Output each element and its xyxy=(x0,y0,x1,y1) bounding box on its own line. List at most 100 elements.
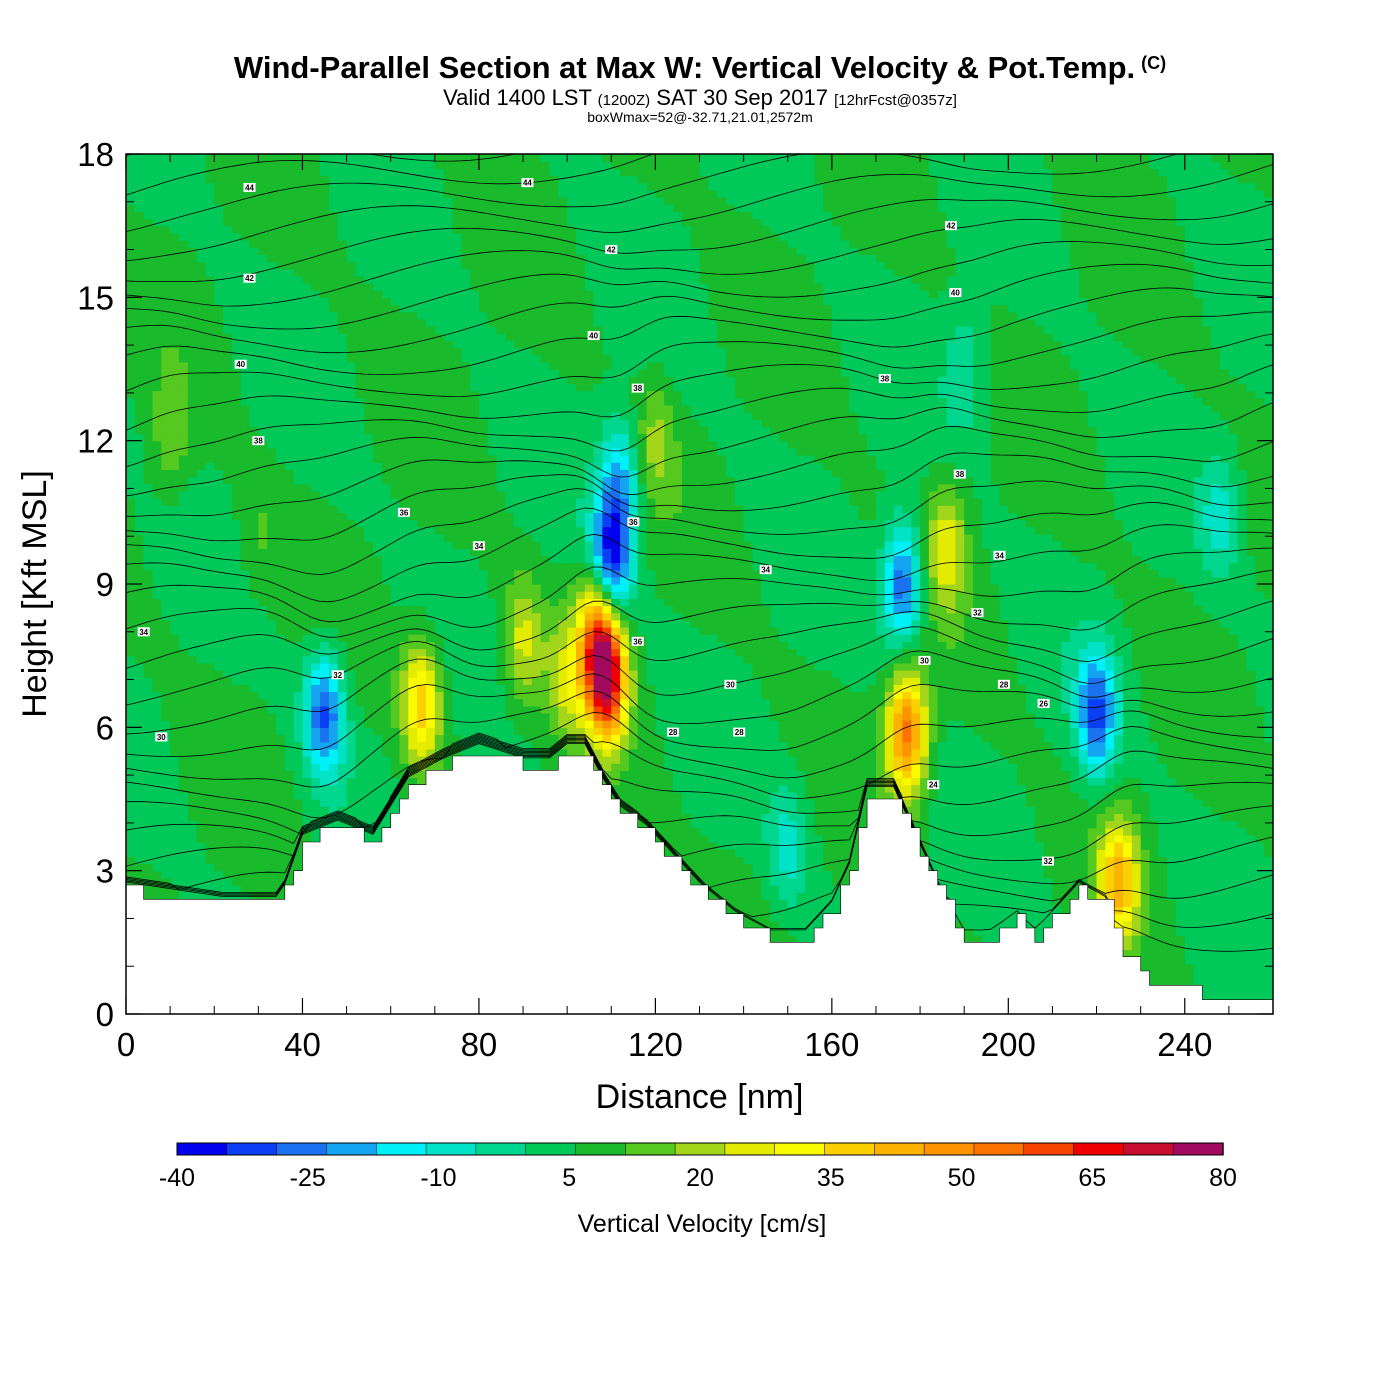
w-field-cell xyxy=(311,412,321,420)
w-field-cell xyxy=(470,605,480,614)
w-field-cell xyxy=(231,505,242,513)
w-field-cell xyxy=(143,863,153,872)
w-field-cell xyxy=(152,770,162,779)
w-field-cell xyxy=(337,490,348,499)
w-field-cell xyxy=(187,168,198,177)
w-field-cell xyxy=(284,455,295,463)
w-field-cell xyxy=(390,806,401,814)
w-field-cell xyxy=(426,548,436,556)
w-field-cell xyxy=(320,763,330,771)
w-field-cell xyxy=(126,347,136,356)
w-field-cell xyxy=(293,154,303,162)
w-field-cell xyxy=(417,390,427,399)
w-field-cell xyxy=(408,275,418,284)
w-field-cell xyxy=(240,748,251,757)
w-field-cell xyxy=(134,784,145,793)
w-field-cell xyxy=(126,261,136,270)
w-field-cell xyxy=(408,684,418,693)
w-field-cell xyxy=(337,705,348,714)
w-field-cell xyxy=(355,784,365,793)
w-field-cell xyxy=(328,741,339,750)
w-field-cell xyxy=(443,290,453,298)
w-field-cell xyxy=(320,662,330,671)
w-field-cell xyxy=(205,842,215,850)
w-field-cell xyxy=(487,591,498,599)
w-field-cell xyxy=(434,326,445,334)
w-field-cell xyxy=(337,440,348,449)
w-field-cell xyxy=(223,490,233,499)
w-field-cell xyxy=(302,619,312,628)
w-field-cell xyxy=(205,347,215,356)
w-field-cell xyxy=(231,698,242,707)
w-field-cell xyxy=(196,591,206,599)
w-field-cell xyxy=(311,827,321,836)
w-field-cell xyxy=(161,519,171,528)
w-field-cell xyxy=(434,197,445,205)
w-field-cell xyxy=(196,770,206,779)
w-field-cell xyxy=(320,261,330,270)
w-field-cell xyxy=(231,834,242,843)
w-field-cell xyxy=(390,576,401,585)
w-field-cell xyxy=(346,304,356,313)
w-field-cell xyxy=(187,526,198,535)
w-field-cell xyxy=(249,225,259,234)
w-field-cell xyxy=(478,469,489,478)
w-field-cell xyxy=(170,698,180,707)
w-field-cell xyxy=(364,598,374,607)
w-field-cell xyxy=(284,490,295,499)
w-field-cell xyxy=(143,541,153,549)
w-field-cell xyxy=(267,505,277,513)
w-field-cell xyxy=(470,404,480,413)
w-field-cell xyxy=(126,734,136,743)
w-field-cell xyxy=(231,182,242,191)
w-field-cell xyxy=(196,505,206,513)
w-field-cell xyxy=(355,383,365,392)
w-field-cell xyxy=(470,727,480,736)
w-field-cell xyxy=(346,182,356,191)
w-field-cell xyxy=(461,404,471,413)
w-field-cell xyxy=(187,498,198,506)
w-field-cell xyxy=(399,677,409,685)
w-field-cell xyxy=(240,806,251,814)
w-field-cell xyxy=(452,361,462,370)
w-field-cell xyxy=(320,705,330,714)
w-field-cell xyxy=(143,197,153,205)
w-field-cell xyxy=(381,211,392,220)
w-field-cell xyxy=(346,641,356,650)
w-field-cell xyxy=(152,361,162,370)
w-field-cell xyxy=(205,154,215,162)
w-field-cell xyxy=(311,369,321,377)
w-field-cell xyxy=(258,562,268,571)
w-field-cell xyxy=(452,189,462,198)
w-field-cell xyxy=(417,662,427,671)
w-field-cell xyxy=(152,354,162,363)
w-field-cell xyxy=(346,261,356,270)
w-field-cell xyxy=(170,218,180,227)
valid-date: SAT 30 Sep 2017 xyxy=(656,85,828,110)
w-field-cell xyxy=(276,648,286,657)
w-field-cell xyxy=(399,318,409,327)
w-field-cell xyxy=(134,476,145,485)
w-field-cell xyxy=(231,784,242,793)
w-field-cell xyxy=(443,447,453,456)
w-field-cell xyxy=(284,383,295,392)
w-field-cell xyxy=(249,569,259,578)
w-field-cell xyxy=(205,612,215,621)
w-field-cell xyxy=(134,397,145,406)
w-field-cell xyxy=(214,856,224,865)
w-field-cell xyxy=(240,376,251,384)
w-field-cell xyxy=(205,311,215,320)
w-field-cell xyxy=(223,619,233,628)
w-field-cell xyxy=(152,634,162,642)
w-field-cell xyxy=(223,842,233,850)
w-field-cell xyxy=(205,641,215,650)
w-field-cell xyxy=(258,813,268,822)
w-field-cell xyxy=(320,390,330,399)
w-field-cell xyxy=(461,154,471,162)
w-field-cell xyxy=(364,670,374,678)
w-field-cell xyxy=(373,304,383,313)
w-field-cell xyxy=(293,318,303,327)
w-field-cell xyxy=(452,204,462,212)
w-field-cell xyxy=(293,799,303,807)
w-field-cell xyxy=(143,533,153,542)
